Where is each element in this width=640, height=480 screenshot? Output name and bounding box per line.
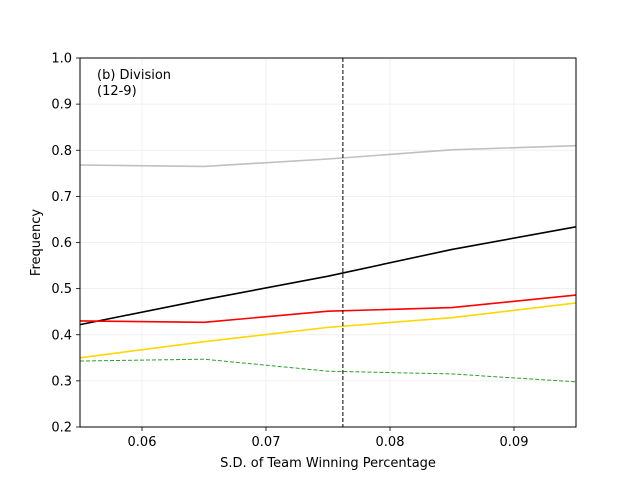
y-tick-label: 0.4 (51, 328, 72, 343)
y-tick-label: 0.7 (51, 190, 72, 205)
series-line-3 (79, 294, 577, 324)
x-tick-label: 0.06 (128, 435, 157, 450)
y-tick-label: 1.0 (51, 52, 72, 67)
y-tick-label: 0.3 (51, 374, 72, 389)
x-tick-label: 0.07 (252, 435, 281, 450)
series-line-2 (79, 226, 577, 326)
panel-annotation-line-2: (12-9) (97, 84, 137, 99)
x-tick-label: 0.09 (500, 435, 529, 450)
y-tick-label: 0.9 (51, 98, 72, 113)
series-line-5 (79, 358, 577, 383)
panel-annotation-line-1: (b) Division (97, 68, 171, 83)
y-tick-label: 0.5 (51, 282, 72, 297)
series-group (79, 144, 577, 383)
x-tick-label: 0.08 (376, 435, 405, 450)
y-axis-label: Frequency (29, 209, 44, 276)
series-line-4 (79, 302, 577, 359)
y-tick-label: 0.2 (51, 421, 72, 436)
y-tick-label: 0.6 (51, 236, 72, 251)
axis-ticks: 0.06 0.07 0.08 0.09 0.2 0.3 0.4 0.5 0.6 0.7 0.8 0.9… (51, 52, 528, 451)
series-line-1 (79, 144, 577, 168)
y-tick-label: 0.8 (51, 144, 72, 159)
x-axis-label: S.D. of Team Winning Percentage (220, 456, 436, 471)
